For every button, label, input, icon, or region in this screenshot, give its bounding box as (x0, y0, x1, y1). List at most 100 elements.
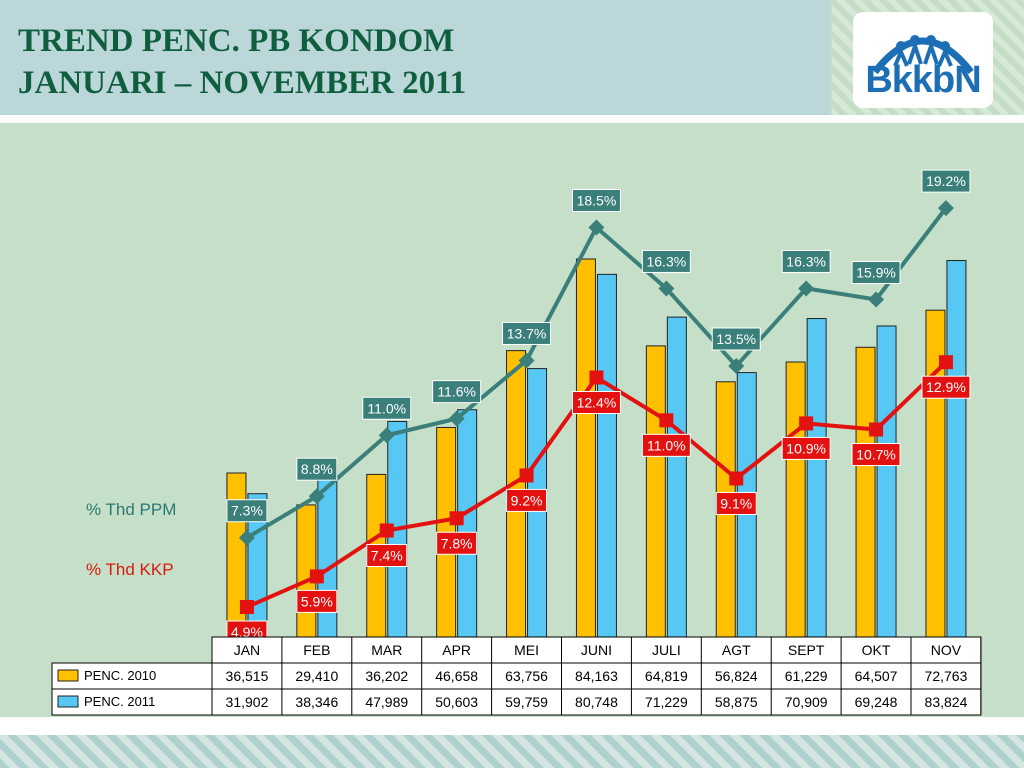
bar-2010-okt (855, 346, 876, 638)
logo-area: BkkbN (832, 0, 1024, 115)
ppm-point-sept (798, 280, 815, 297)
kkp-data-label-apr: 7.8% (441, 535, 473, 551)
ppm-point-agt (728, 358, 745, 374)
table-cell-2011-okt: 69,248 (855, 694, 898, 710)
kkp-label-box-juni (571, 391, 621, 414)
bar-2011-sept (806, 318, 827, 638)
bar-2011-nov (946, 260, 967, 638)
ppm-point-mei (518, 352, 535, 369)
ppm-data-label-sept: 16.3% (786, 253, 826, 269)
bar-2011-juli (666, 316, 687, 638)
ppm-data-label-juli: 16.3% (646, 253, 686, 269)
ppm-label-box-mar (362, 396, 412, 420)
kkp-data-label-okt: 10.7% (856, 447, 896, 463)
x-tick-label-jan: JAN (234, 642, 260, 658)
ppm-label-box-apr (432, 380, 482, 404)
kkp-data-label-jan: 4.9% (231, 624, 263, 640)
ppm-label-box-agt (711, 327, 761, 351)
kkp-point-juli (659, 413, 674, 428)
data-table (211, 636, 982, 716)
x-tick-label-juni: JUNI (581, 642, 612, 658)
kkp-data-label-feb: 5.9% (301, 593, 333, 609)
kkp-data-label-nov: 12.9% (926, 379, 966, 395)
x-tick-label-agt: AGT (722, 642, 751, 658)
table-cell-2010-feb: 29,410 (295, 668, 338, 684)
title-line-2: JANUARI – NOVEMBER 2011 (18, 65, 467, 101)
logo-arch-icon (872, 35, 974, 75)
x-tick-label-juli: JULI (652, 642, 681, 658)
kkp-point-mar (379, 523, 394, 538)
kkp-point-mei (519, 468, 534, 483)
kkp-point-agt (729, 471, 744, 486)
x-tick-label-okt: OKT (862, 642, 891, 658)
kkp-label-box-mar (366, 544, 408, 567)
ppm-data-label-jan: 7.3% (231, 503, 263, 519)
ppm-label-box-juni (571, 189, 621, 212)
table-cell-2010-mar: 36,202 (365, 668, 408, 684)
bar-2010-juli (645, 345, 666, 638)
legend-swatch-2011 (57, 695, 79, 708)
ppm-data-label-juni: 18.5% (577, 193, 617, 209)
table-cell-2011-mei: 59,759 (505, 694, 548, 710)
kkp-point-nov (938, 355, 953, 370)
ppm-data-label-nov: 19.2% (926, 173, 966, 189)
kkp-label-box-agt (715, 491, 757, 515)
table-cell-2010-okt: 64,507 (855, 668, 898, 684)
table-cell-2010-agt: 56,824 (715, 668, 758, 684)
ppm-point-mar (378, 427, 395, 444)
table-cell-2011-juni: 80,748 (575, 694, 618, 710)
ppm-point-juni (588, 219, 605, 236)
table-cell-2010-juni: 84,163 (575, 668, 618, 684)
kkp-data-label-sept: 10.9% (786, 440, 826, 456)
x-tick-label-nov: NOV (931, 642, 962, 658)
footer-strip (0, 717, 1024, 735)
kkp-label-box-feb (296, 589, 338, 613)
bar-2011-okt (876, 325, 897, 638)
table-cell-2011-apr: 50,603 (435, 694, 478, 710)
ppm-point-feb (308, 488, 325, 505)
kkp-label-box-mei (506, 488, 548, 512)
table-cell-2011-juli: 71,229 (645, 694, 688, 710)
ppm-label-box-okt (851, 261, 901, 285)
table-cell-2010-mei: 63,756 (505, 668, 548, 684)
ppm-label-box-sept (781, 249, 831, 273)
kkp-label-box-okt (851, 443, 901, 467)
table-cell-2011-mar: 47,989 (365, 694, 408, 710)
kkp-point-jan (239, 600, 254, 614)
ppm-point-apr (448, 410, 465, 427)
ppm-label-box-jan (226, 499, 268, 523)
ppm-point-jan (238, 529, 255, 546)
bar-2010-juni (575, 258, 596, 638)
ppm-data-label-apr: 11.6% (437, 384, 476, 400)
page-title: TREND PENC. PB KONDOM JANUARI – NOVEMBER… (18, 20, 466, 104)
x-tick-label-apr: APR (442, 642, 471, 658)
header-divider (0, 115, 1024, 123)
table-cell-2010-juli: 64,819 (645, 668, 688, 684)
ppm-data-label-agt: 13.5% (716, 331, 756, 347)
bkkbn-logo: BkkbN (853, 12, 993, 108)
ppm-legend-label: % Thd PPM (86, 500, 177, 519)
series-name-2011: PENC. 2011 (84, 694, 155, 709)
table-cell-2010-jan: 36,515 (226, 668, 269, 684)
x-tick-label-mei: MEI (514, 642, 539, 658)
series-name-2010: PENC. 2010 (84, 668, 156, 683)
kkp-data-label-juli: 11.0% (647, 437, 686, 453)
ppm-point-okt (868, 291, 885, 308)
ppm-data-label-mei: 13.7% (507, 325, 547, 341)
table-cell-2010-apr: 46,658 (435, 668, 478, 684)
ppm-label-box-nov (921, 169, 971, 193)
kkp-point-feb (309, 569, 324, 584)
ppm-data-label-mar: 11.0% (367, 400, 406, 416)
ppm-data-label-feb: 8.8% (301, 461, 333, 477)
legend-swatch-2010 (57, 669, 79, 682)
ppm-point-nov (937, 200, 954, 217)
title-line-1: TREND PENC. PB KONDOM (18, 23, 455, 59)
kkp-label-box-apr (436, 531, 478, 555)
kkp-legend-label: % Thd KKP (86, 560, 174, 579)
table-cell-2010-nov: 72,763 (925, 668, 968, 684)
x-tick-label-mar: MAR (371, 642, 402, 658)
ppm-data-label-okt: 15.9% (856, 265, 896, 281)
kkp-point-juni (589, 370, 604, 385)
ppm-label-box-feb (296, 457, 338, 481)
kkp-data-label-mei: 9.2% (511, 492, 543, 508)
